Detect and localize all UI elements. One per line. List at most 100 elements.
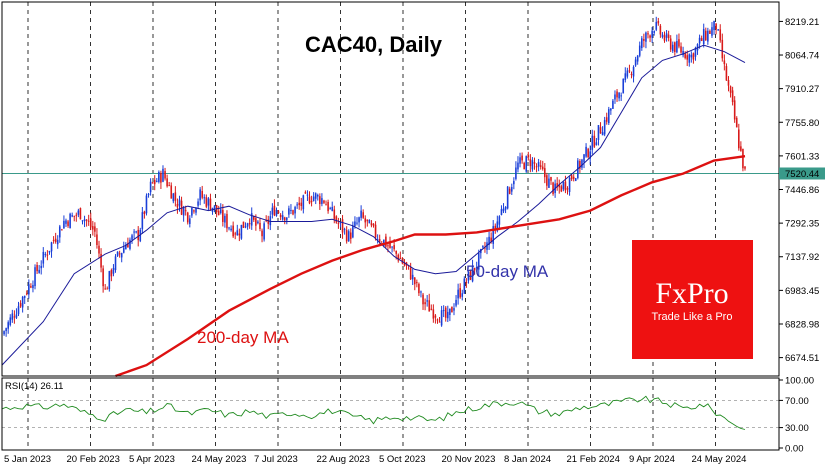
rsi-line	[1, 395, 746, 430]
chart-title: CAC40, Daily	[305, 32, 443, 57]
candle-body	[28, 284, 30, 295]
candle-body	[457, 289, 459, 299]
candle-body	[89, 218, 92, 228]
candle-body	[19, 303, 22, 307]
candle-body	[347, 231, 350, 241]
candle-body	[376, 239, 379, 241]
candle-body	[552, 182, 554, 194]
candle-body	[676, 41, 678, 53]
candle-body	[7, 322, 9, 329]
candle-body	[438, 321, 441, 323]
candle-body	[684, 53, 686, 58]
candle-body	[663, 35, 666, 41]
candle-body	[634, 59, 637, 66]
x-tick-label: 8 Jan 2024	[504, 454, 551, 465]
candle-body	[607, 109, 610, 124]
candle-body	[558, 184, 561, 188]
candle-body	[67, 221, 69, 226]
candle-body	[79, 208, 82, 220]
candle-body	[665, 33, 668, 38]
candle-body	[273, 205, 276, 216]
candle-body	[539, 165, 542, 167]
candle-body	[593, 135, 596, 147]
candle-body	[162, 168, 164, 182]
candle-body	[222, 210, 224, 222]
y-tick-label: 7910.27	[785, 84, 819, 95]
candle-body	[30, 286, 32, 288]
candle-body	[316, 194, 319, 197]
candle-body	[434, 315, 437, 318]
candle-body	[370, 223, 373, 226]
candle-body	[271, 207, 274, 215]
candle-body	[535, 166, 538, 168]
y-tick-label: 8064.74	[785, 51, 819, 62]
candle-body	[308, 196, 311, 204]
candle-body	[189, 218, 191, 224]
candle-body	[306, 194, 309, 196]
x-tick-label: 22 Aug 2023	[317, 454, 370, 465]
candle-body	[671, 44, 674, 52]
candle-body	[349, 232, 352, 239]
candle-body	[469, 271, 472, 280]
price-panel-frame	[1, 1, 780, 377]
candle-body	[711, 27, 713, 36]
candle-body	[354, 221, 356, 226]
candle-body	[300, 202, 303, 206]
candle-body	[155, 180, 158, 182]
fxpro-logo: FxPro Trade Like a Pro	[632, 240, 753, 359]
candle-body	[174, 192, 177, 201]
candle-body	[601, 132, 604, 136]
rsi-panel-frame	[1, 377, 780, 451]
candle-body	[296, 204, 298, 206]
candle-body	[566, 188, 569, 190]
candle-body	[323, 200, 325, 203]
candle-body	[702, 28, 705, 45]
candle-body	[579, 160, 581, 169]
candle-body	[426, 300, 428, 302]
candle-body	[500, 209, 503, 215]
candle-body	[314, 193, 317, 199]
candle-body	[560, 186, 563, 192]
logo-text: FxPro	[655, 277, 728, 310]
candle-body	[337, 223, 340, 225]
y-tick-label: 7755.80	[785, 118, 819, 129]
candle-body	[164, 171, 166, 179]
candle-body	[319, 196, 321, 205]
current-price-value: 7520.44	[785, 169, 819, 180]
candle-body	[484, 247, 486, 249]
x-tick-label: 20 Nov 2023	[442, 454, 496, 465]
candle-body	[451, 306, 453, 313]
candle-body	[106, 288, 109, 290]
logo-box	[632, 240, 753, 359]
candle-body	[591, 135, 594, 150]
candle-body	[589, 151, 592, 159]
x-tick-label: 5 Oct 2023	[379, 454, 425, 465]
candle-body	[81, 220, 84, 222]
candle-body	[740, 146, 742, 151]
candle-body	[667, 34, 670, 39]
candle-body	[219, 209, 222, 213]
candle-body	[149, 181, 152, 193]
candle-body	[492, 226, 495, 244]
candle-body	[100, 253, 102, 268]
candle-body	[259, 222, 261, 229]
candle-body	[620, 95, 622, 97]
candle-body	[444, 307, 447, 318]
x-tick-label: 5 Apr 2023	[129, 454, 175, 465]
candle-body	[69, 213, 71, 229]
candle-body	[356, 222, 358, 224]
candle-body	[131, 235, 133, 240]
candle-body	[572, 176, 575, 179]
candle-body	[310, 201, 313, 203]
current-price-tag	[779, 167, 825, 180]
candle-body	[678, 39, 680, 47]
candle-body	[176, 203, 179, 208]
candle-body	[38, 269, 40, 273]
candle-body	[52, 239, 55, 241]
candle-body	[568, 177, 571, 192]
candle-body	[56, 239, 59, 245]
candle-body	[453, 308, 455, 311]
x-tick-label: 20 Feb 2023	[67, 454, 120, 465]
candle-body	[267, 219, 270, 224]
candle-body	[694, 47, 697, 57]
